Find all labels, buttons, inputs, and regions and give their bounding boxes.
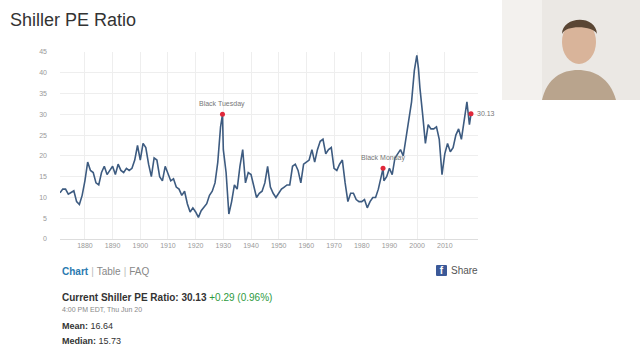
svg-text:1940: 1940	[243, 242, 259, 249]
svg-text:15: 15	[39, 173, 47, 180]
svg-text:1960: 1960	[299, 242, 315, 249]
svg-text:45: 45	[39, 48, 47, 55]
svg-text:1950: 1950	[271, 242, 287, 249]
svg-text:Black Tuesday: Black Tuesday	[199, 100, 245, 108]
svg-text:5: 5	[43, 215, 47, 222]
svg-text:25: 25	[39, 132, 47, 139]
svg-text:0: 0	[43, 235, 47, 242]
html-text:Chart | Table | FAQ: Chart | Table | FAQ	[62, 266, 150, 277]
svg-text:1890: 1890	[105, 242, 121, 249]
html-text:4:00 PM EDT, Thu Jun 20: 4:00 PM EDT, Thu Jun 20	[62, 306, 142, 313]
svg-text:1920: 1920	[188, 242, 204, 249]
svg-text:30: 30	[39, 111, 47, 118]
html-text:Mean: 16.64: Mean: 16.64	[62, 321, 113, 331]
svg-text:35: 35	[39, 90, 47, 97]
svg-text:1970: 1970	[326, 242, 342, 249]
html-text:Median: 15.73: Median: 15.73	[62, 336, 121, 346]
svg-text:1990: 1990	[382, 242, 398, 249]
svg-text:Shiller PE Ratio: Shiller PE Ratio	[10, 10, 136, 30]
svg-text:2000: 2000	[409, 242, 425, 249]
svg-text:1980: 1980	[354, 242, 370, 249]
svg-text:2010: 2010	[437, 242, 453, 249]
svg-text:1910: 1910	[160, 242, 176, 249]
svg-text:20: 20	[39, 152, 47, 159]
svg-text:1900: 1900	[132, 242, 148, 249]
html-text:Share: Share	[451, 265, 478, 276]
svg-text:Black Monday: Black Monday	[361, 154, 405, 162]
svg-text:1880: 1880	[77, 242, 93, 249]
svg-text:30.13: 30.13	[477, 110, 495, 117]
svg-text:1930: 1930	[216, 242, 232, 249]
html-text:Current Shiller PE Ratio: 30.1: Current Shiller PE Ratio: 30.13 +0.29 (0…	[62, 292, 273, 303]
html-text:f: f	[439, 265, 444, 276]
svg-text:40: 40	[39, 69, 47, 76]
svg-text:10: 10	[39, 194, 47, 201]
